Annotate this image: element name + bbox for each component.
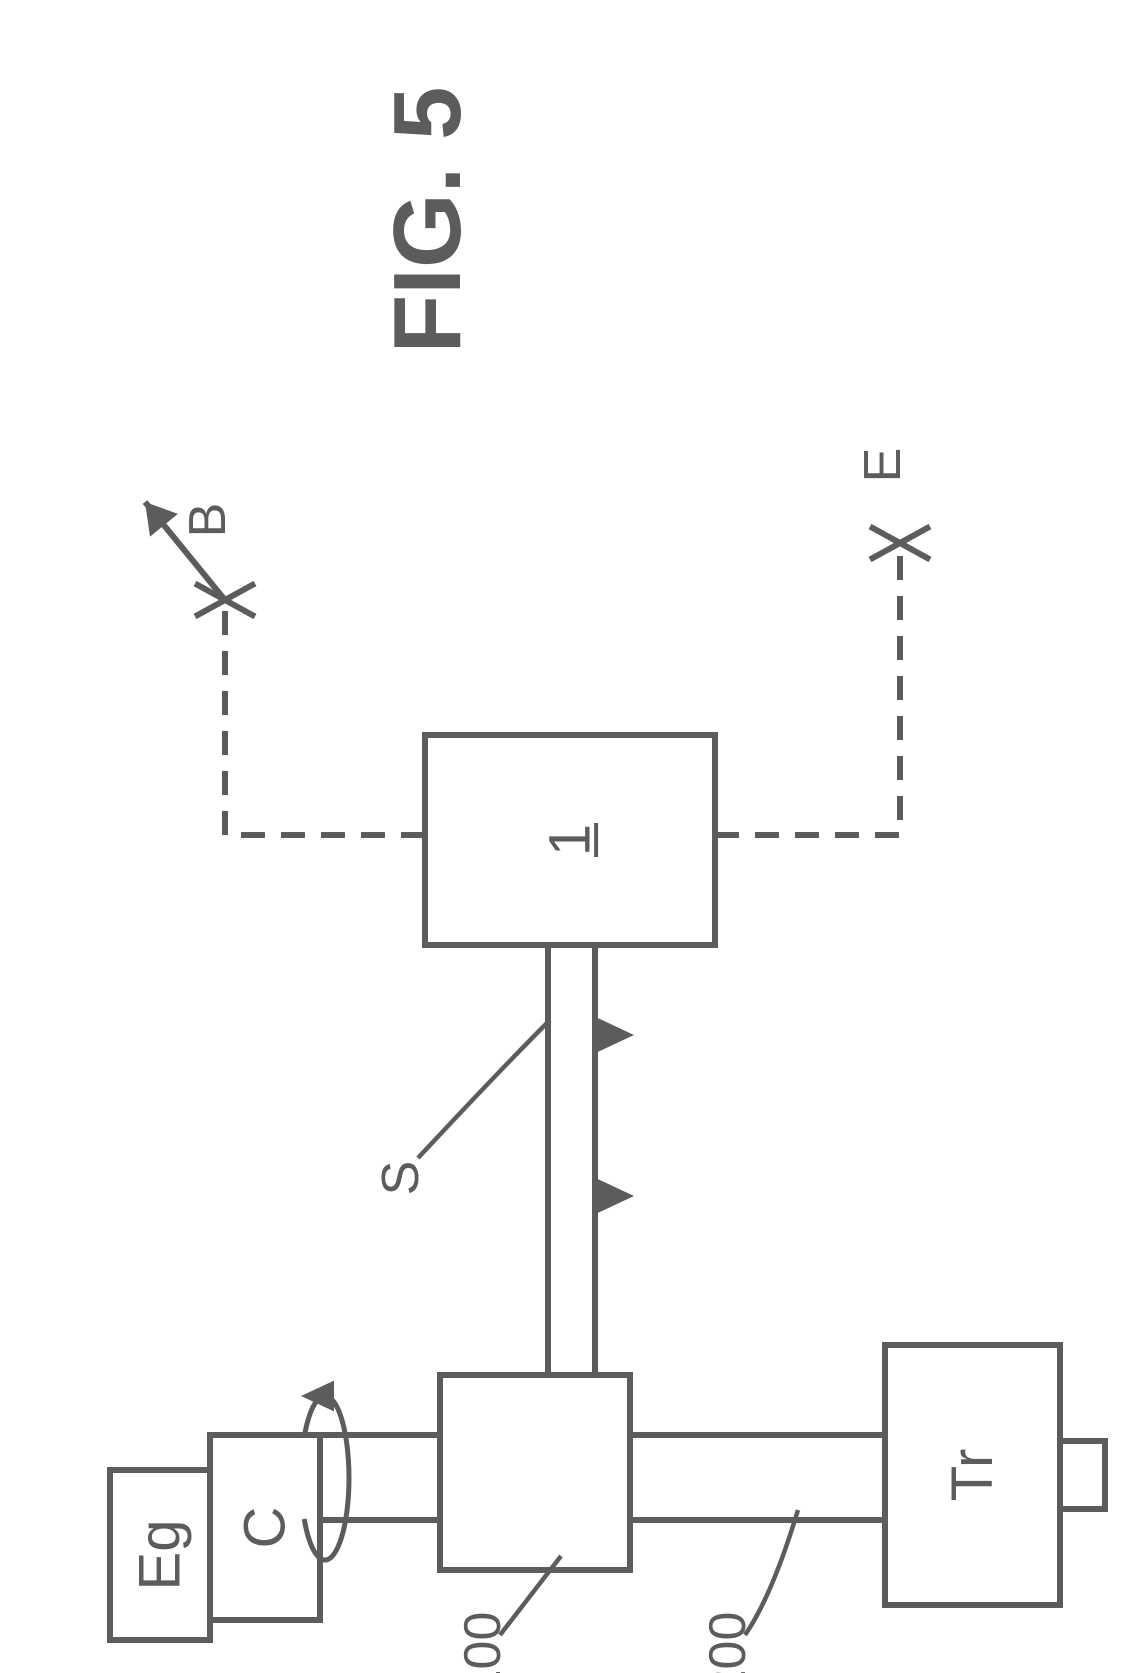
block-tr-stub — [1060, 1441, 1105, 1509]
flow-arrow-upper — [592, 1016, 634, 1055]
block-eg-label: Eg — [128, 1520, 193, 1591]
terminal-e-label: E — [854, 448, 912, 483]
leader-200-label: 200 — [699, 1612, 757, 1673]
flow-arrow-lower — [592, 1177, 634, 1216]
terminal-b-label: B — [179, 503, 237, 538]
block-tr-label: Tr — [940, 1449, 1005, 1502]
block-hub — [440, 1375, 630, 1570]
block-c-label: C — [233, 1507, 298, 1549]
leader-s-label: S — [372, 1161, 430, 1196]
leader-s-curve — [418, 1020, 550, 1158]
dashed-to-b — [225, 600, 425, 835]
leader-100-label: 100 — [454, 1612, 512, 1673]
dashed-to-e — [715, 543, 900, 835]
arrow-out-head — [145, 502, 178, 537]
block-one-label: 1 — [538, 824, 603, 856]
figure-title: FIG. 5 — [374, 87, 481, 354]
rotation-arrow-head — [301, 1381, 334, 1412]
